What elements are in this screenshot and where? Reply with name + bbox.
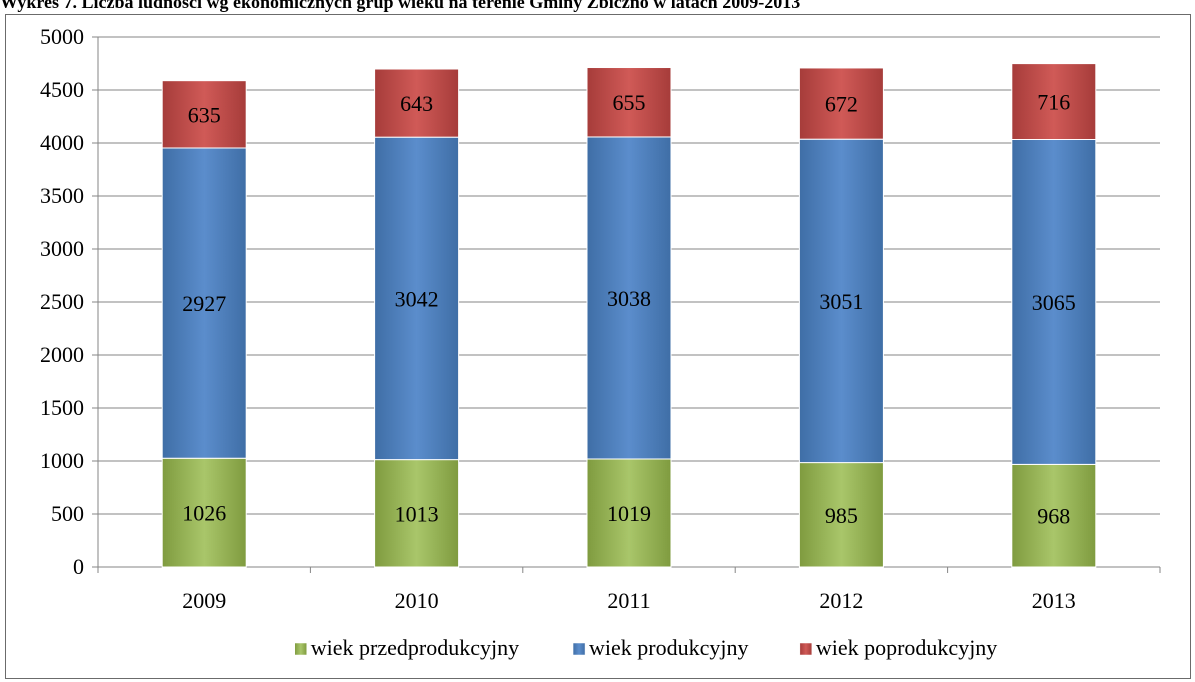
x-tick-label: 2012	[819, 588, 863, 613]
legend-item: wiek poprodukcyjny	[799, 635, 997, 660]
data-label: 1019	[607, 501, 651, 526]
legend-swatch	[799, 642, 813, 656]
y-tick-label: 3000	[40, 236, 84, 261]
data-label: 985	[825, 503, 858, 528]
bar-wiek-produkcyjny-2010	[374, 136, 460, 461]
y-tick-label: 3500	[40, 183, 84, 208]
data-label: 716	[1037, 90, 1070, 115]
data-label: 2927	[182, 291, 226, 316]
data-label: 3065	[1032, 290, 1076, 315]
bar-wiek-przedprodukcyjny-2009	[161, 457, 247, 568]
bar-wiek-przedprodukcyjny-2011	[586, 458, 672, 568]
x-tick-label: 2013	[1032, 588, 1076, 613]
y-tick-label: 5000	[40, 24, 84, 49]
bar-wiek-poprodukcyjny-2012	[798, 67, 884, 140]
data-label: 672	[825, 92, 858, 117]
bar-wiek-przedprodukcyjny-2010	[374, 459, 460, 568]
y-tick-label: 500	[51, 501, 84, 526]
x-tick-label: 2010	[395, 588, 439, 613]
y-tick-label: 4500	[40, 77, 84, 102]
data-label: 655	[613, 90, 646, 115]
legend-label: wiek przedprodukcyjny	[311, 635, 519, 660]
y-tick-label: 1000	[40, 448, 84, 473]
bar-wiek-poprodukcyjny-2009	[161, 80, 247, 149]
legend-item: wiek produkcyjny	[572, 635, 749, 660]
legend-label: wiek produkcyjny	[589, 635, 748, 660]
data-label: 1026	[182, 501, 226, 526]
legend-label: wiek poprodukcyjny	[816, 635, 997, 660]
y-tick-label: 4000	[40, 130, 84, 155]
data-label: 968	[1037, 504, 1070, 529]
bar-wiek-poprodukcyjny-2010	[374, 68, 460, 138]
data-label: 3051	[819, 289, 863, 314]
data-label: 3042	[395, 286, 439, 311]
y-tick-label: 1500	[40, 395, 84, 420]
bar-wiek-produkcyjny-2011	[586, 136, 672, 460]
data-label: 635	[188, 102, 221, 127]
bar-wiek-poprodukcyjny-2013	[1011, 63, 1097, 141]
y-tick-label: 0	[73, 554, 84, 579]
bar-wiek-produkcyjny-2012	[798, 138, 884, 464]
bar-wiek-produkcyjny-2009	[161, 147, 247, 459]
legend-swatch	[294, 642, 307, 656]
legend-swatch	[572, 642, 586, 656]
y-tick-label: 2500	[40, 289, 84, 314]
data-label: 643	[400, 91, 433, 116]
x-tick-label: 2009	[182, 588, 226, 613]
chart-frame	[5, 14, 1191, 679]
bar-wiek-poprodukcyjny-2011	[586, 67, 672, 138]
bar-wiek-przedprodukcyjny-2012	[798, 462, 884, 568]
chart-title: Wykres 7. Liczba ludności wg ekonomiczny…	[0, 0, 801, 12]
x-tick-label: 2011	[607, 588, 650, 613]
legend-item: wiek przedprodukcyjny	[294, 635, 519, 660]
y-tick-label: 2000	[40, 342, 84, 367]
bar-wiek-produkcyjny-2013	[1011, 139, 1097, 465]
bar-wiek-przedprodukcyjny-2013	[1011, 463, 1097, 568]
data-label: 1013	[395, 501, 439, 526]
data-label: 3038	[607, 286, 651, 311]
